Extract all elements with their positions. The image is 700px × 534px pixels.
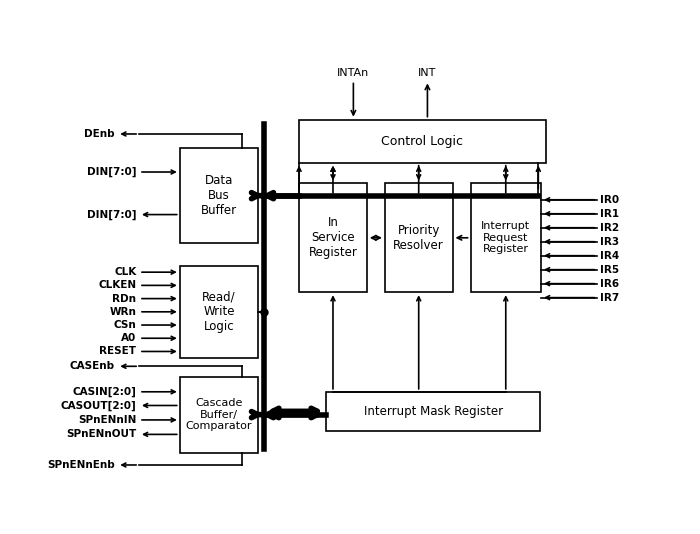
Text: IR4: IR4 xyxy=(600,250,620,261)
Text: In
Service
Register: In Service Register xyxy=(309,216,358,260)
Text: INTAn: INTAn xyxy=(337,68,370,77)
Text: SPnENnIN: SPnENnIN xyxy=(78,415,136,425)
Bar xyxy=(180,148,258,243)
Bar xyxy=(326,392,540,431)
Text: RDn: RDn xyxy=(112,294,136,304)
Bar xyxy=(299,120,546,163)
Text: IR7: IR7 xyxy=(600,293,620,303)
Text: RESET: RESET xyxy=(99,347,136,357)
Text: IR3: IR3 xyxy=(600,237,620,247)
Text: CSn: CSn xyxy=(113,320,136,330)
Text: CASIN[2:0]: CASIN[2:0] xyxy=(72,387,136,397)
Bar xyxy=(180,265,258,358)
Text: IR6: IR6 xyxy=(600,279,620,289)
Text: Control Logic: Control Logic xyxy=(382,135,463,148)
Text: CLK: CLK xyxy=(114,267,136,277)
Bar xyxy=(299,183,367,292)
Text: INT: INT xyxy=(418,68,437,77)
Text: DIN[7:0]: DIN[7:0] xyxy=(87,167,136,177)
Text: IR2: IR2 xyxy=(600,223,620,233)
Text: CASOUT[2:0]: CASOUT[2:0] xyxy=(61,400,136,411)
Text: CLKEN: CLKEN xyxy=(98,280,136,290)
Text: IR5: IR5 xyxy=(600,265,620,274)
Text: IR0: IR0 xyxy=(600,195,620,205)
Text: SPnENnEnb: SPnENnEnb xyxy=(47,460,115,470)
Text: DIN[7:0]: DIN[7:0] xyxy=(87,209,136,219)
Text: Interrupt
Request
Register: Interrupt Request Register xyxy=(481,221,531,254)
Text: Read/
Write
Logic: Read/ Write Logic xyxy=(202,290,236,333)
Text: WRn: WRn xyxy=(109,307,136,317)
Bar xyxy=(385,183,453,292)
Bar xyxy=(180,376,258,453)
Text: Priority
Resolver: Priority Resolver xyxy=(393,224,444,252)
Text: Data
Bus
Buffer: Data Bus Buffer xyxy=(201,174,237,217)
Text: SPnENnOUT: SPnENnOUT xyxy=(66,429,136,439)
Text: Cascade
Buffer/
Comparator: Cascade Buffer/ Comparator xyxy=(186,398,252,431)
Text: Interrupt Mask Register: Interrupt Mask Register xyxy=(364,405,503,418)
Text: A0: A0 xyxy=(121,333,136,343)
Text: IR1: IR1 xyxy=(600,209,620,219)
Text: CASEnb: CASEnb xyxy=(69,362,115,371)
Bar xyxy=(470,183,541,292)
Text: DEnb: DEnb xyxy=(84,129,115,139)
